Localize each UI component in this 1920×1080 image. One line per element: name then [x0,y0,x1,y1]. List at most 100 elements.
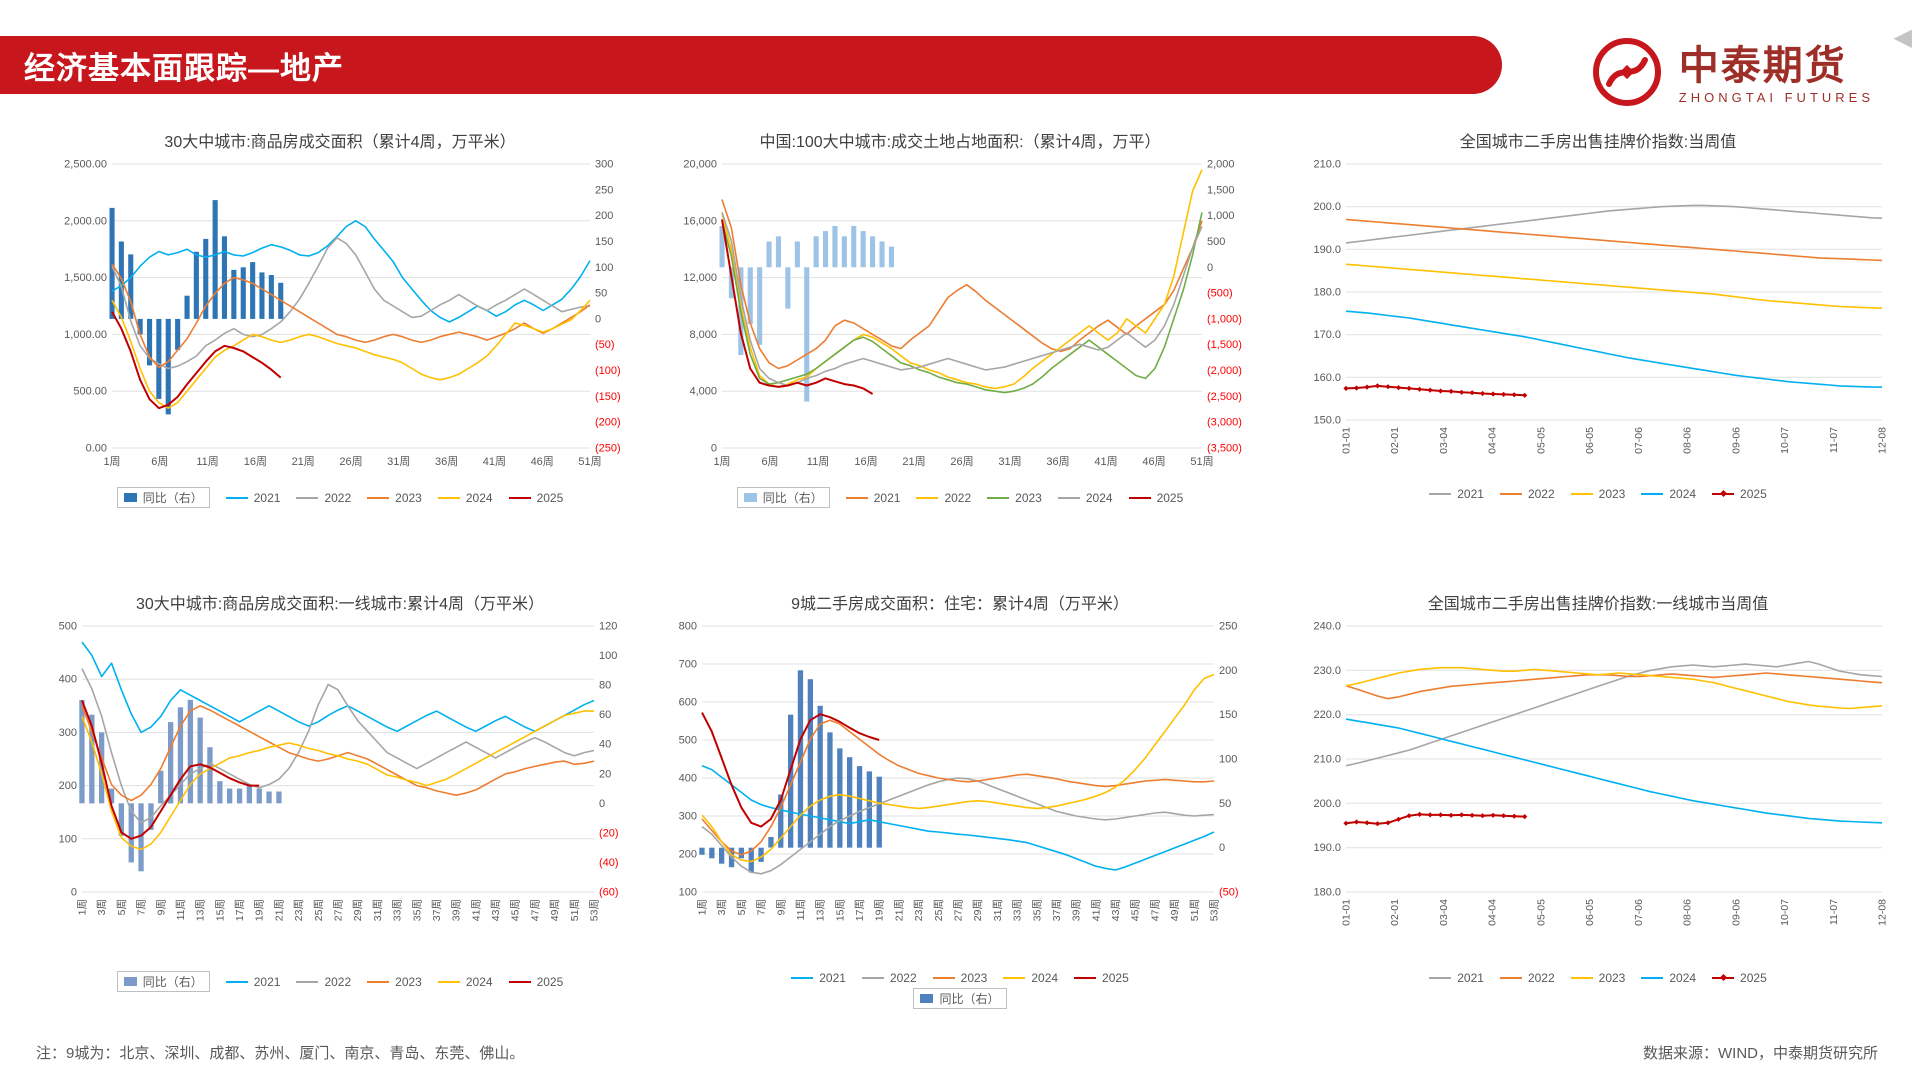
svg-text:(150): (150) [595,391,621,403]
svg-text:05-05: 05-05 [1535,427,1547,454]
company-logo: 中泰期货 ZHONGTAI FUTURES [1589,34,1874,115]
svg-text:300: 300 [595,159,613,171]
svg-text:190.0: 190.0 [1313,244,1341,256]
svg-text:200.0: 200.0 [1313,201,1341,213]
svg-text:300: 300 [59,727,77,739]
svg-text:10-07: 10-07 [1779,427,1791,454]
header-banner: 经济基本面跟踪—地产 [0,36,1502,94]
chart-legend: 2021 2022 2023 2024 2025 [1298,487,1898,501]
prev-slide-chevron-icon[interactable]: ◀ [1893,24,1912,51]
svg-text:150: 150 [595,236,613,248]
svg-text:26周: 26周 [950,455,973,468]
svg-text:19周: 19周 [874,899,886,921]
chart-30cities-sales-tier1: 30大中城市:商品房成交面积:一线城市:累计4周（万平米） 0 100 200 300… [40,590,640,992]
svg-text:(3,000): (3,000) [1207,417,1242,429]
legend-item: 2021 [791,971,846,985]
legend-item: 2022 [1499,971,1555,985]
legend-item: 2024 [1057,491,1113,505]
svg-text:46周: 46周 [1142,455,1165,468]
svg-text:09-06: 09-06 [1730,899,1742,926]
svg-text:45周: 45周 [510,899,522,921]
svg-text:33周: 33周 [1012,899,1024,921]
chart-listing-price-index-national: 全国城市二手房出售挂牌价指数:当周值 150.0 160.0 170.0 180.0 1… [1298,128,1898,501]
svg-text:200: 200 [679,849,697,861]
svg-text:2,000: 2,000 [1207,159,1235,171]
chart-plot: 0 4,000 8,000 12,000 16,000 20,000 (3,500) (3,0… [660,154,1260,484]
svg-text:700: 700 [679,659,697,671]
svg-text:150.0: 150.0 [1313,415,1341,427]
chart-listing-price-index-tier1: 全国城市二手房出售挂牌价指数:一线城市当周值 180.0 190.0 200.0 21… [1298,590,1898,985]
svg-text:29周: 29周 [352,899,364,921]
legend-item: 2022 [861,971,917,985]
svg-text:46周: 46周 [531,455,554,468]
svg-text:100: 100 [59,833,77,845]
svg-text:9周: 9周 [155,899,167,915]
legend-item: 2021 [225,491,280,505]
logo-en-text: ZHONGTAI FUTURES [1678,89,1874,105]
chart-title: 9城二手房成交面积：住宅：累计4周（万平米） [791,596,1129,613]
svg-text:240.0: 240.0 [1313,621,1341,633]
legend-item: 2025 [1712,487,1767,501]
svg-text:16,000: 16,000 [683,215,717,227]
svg-text:1,500: 1,500 [1207,184,1235,196]
svg-text:35周: 35周 [411,899,423,921]
svg-text:1,000.00: 1,000.00 [64,329,107,341]
company-logo-text: 中泰期货 ZHONGTAI FUTURES [1679,45,1874,105]
svg-text:160.0: 160.0 [1313,372,1341,384]
chart-plot: 150.0 160.0 170.0 180.0 190.0 200.0 210.0 01-01… [1298,154,1898,484]
legend-item: 2023 [367,491,422,505]
svg-text:500.00: 500.00 [73,386,107,398]
svg-text:23周: 23周 [293,899,305,921]
svg-text:41周: 41周 [470,899,482,921]
svg-text:0: 0 [595,313,601,325]
svg-text:51周: 51周 [569,899,581,921]
legend-item: 2024 [1641,487,1696,501]
svg-text:08-06: 08-06 [1682,899,1694,926]
svg-text:31周: 31周 [372,899,384,921]
svg-text:220.0: 220.0 [1313,709,1341,721]
svg-text:47周: 47周 [1149,899,1161,921]
svg-text:25周: 25周 [313,899,325,921]
svg-text:43周: 43周 [490,899,502,921]
svg-text:41周: 41周 [483,455,506,468]
legend-item: 2021 [225,975,280,989]
svg-text:3周: 3周 [96,899,108,915]
legend-item: 2025 [508,491,563,505]
svg-text:6周: 6周 [151,455,168,468]
svg-text:13周: 13周 [815,899,827,921]
legend-item: 2021 [1429,487,1484,501]
svg-text:180.0: 180.0 [1313,887,1341,899]
svg-text:19周: 19周 [254,899,266,921]
legend-item: 2022 [296,975,351,989]
legend-item: 同比（右） [116,971,210,992]
svg-text:1周: 1周 [77,899,89,915]
svg-text:47周: 47周 [529,899,541,921]
svg-text:15周: 15周 [834,899,846,921]
svg-text:190.0: 190.0 [1313,842,1341,854]
svg-text:300: 300 [679,811,697,823]
svg-text:250: 250 [595,184,613,196]
svg-text:5周: 5周 [116,899,128,915]
legend-item: 2023 [367,975,422,989]
svg-text:210.0: 210.0 [1313,159,1341,171]
svg-text:200: 200 [595,210,613,222]
chart-legend: 同比（右） 2021 2022 2023 2024 2025 [40,971,640,992]
chart-title: 中国:100大中城市:成交土地占地面积:（累计4周，万平） [759,134,1161,151]
svg-text:200: 200 [1219,665,1237,677]
svg-text:100: 100 [599,650,617,662]
chart-legend: 同比（右） 2021 2022 2023 2024 2025 [660,487,1260,508]
svg-text:7周: 7周 [756,899,768,915]
svg-text:21周: 21周 [893,899,905,921]
chart-30cities-sales: 30大中城市:商品房成交面积（累计4周，万平米） 0.00 500.00 1,000… [40,128,640,508]
svg-text:29周: 29周 [972,899,984,921]
svg-text:9周: 9周 [775,899,787,915]
svg-text:23周: 23周 [913,899,925,921]
svg-text:(100): (100) [595,365,621,377]
svg-text:07-06: 07-06 [1633,427,1645,454]
svg-text:(200): (200) [595,417,621,429]
svg-text:21周: 21周 [292,455,315,468]
svg-text:31周: 31周 [387,455,410,468]
svg-text:50: 50 [1219,798,1231,810]
legend-item: 2024 [1641,971,1696,985]
